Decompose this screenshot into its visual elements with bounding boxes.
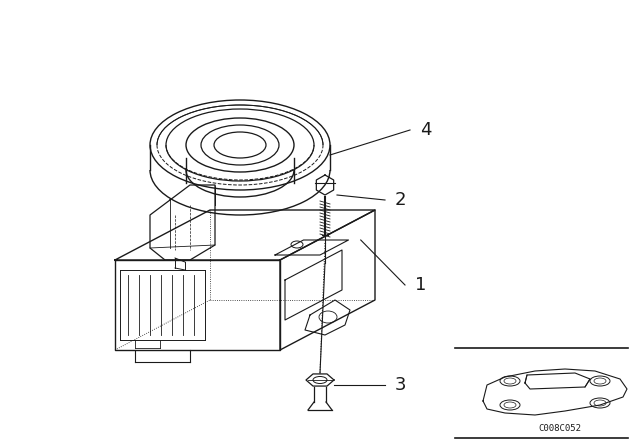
Text: 2: 2	[395, 191, 406, 209]
Text: 3: 3	[395, 376, 406, 394]
Text: 1: 1	[415, 276, 426, 294]
Text: C008C052: C008C052	[538, 423, 582, 432]
Text: 4: 4	[420, 121, 431, 139]
